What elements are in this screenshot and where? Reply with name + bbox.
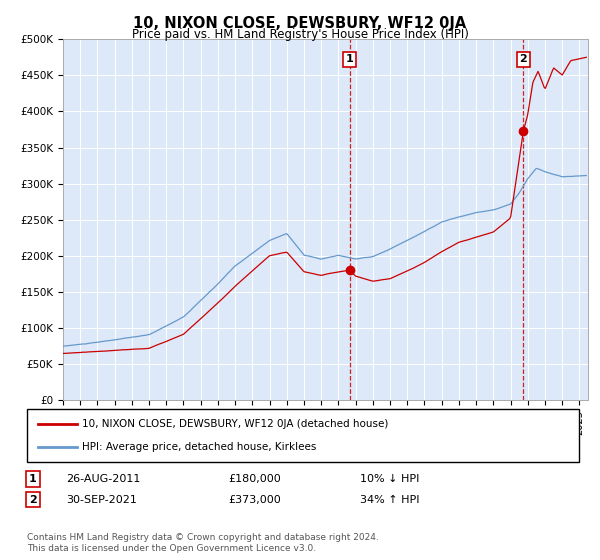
Text: 30-SEP-2021: 30-SEP-2021 — [66, 494, 137, 505]
Text: 26-AUG-2011: 26-AUG-2011 — [66, 474, 140, 484]
Text: 2: 2 — [520, 54, 527, 64]
Text: 1: 1 — [346, 54, 353, 64]
Text: 10% ↓ HPI: 10% ↓ HPI — [360, 474, 419, 484]
Text: 10, NIXON CLOSE, DEWSBURY, WF12 0JA: 10, NIXON CLOSE, DEWSBURY, WF12 0JA — [133, 16, 467, 31]
Text: £180,000: £180,000 — [228, 474, 281, 484]
Text: 2: 2 — [29, 494, 37, 505]
FancyBboxPatch shape — [27, 409, 579, 462]
Text: HPI: Average price, detached house, Kirklees: HPI: Average price, detached house, Kirk… — [82, 442, 317, 452]
Text: Contains HM Land Registry data © Crown copyright and database right 2024.
This d: Contains HM Land Registry data © Crown c… — [27, 533, 379, 553]
Text: £373,000: £373,000 — [228, 494, 281, 505]
Text: 10, NIXON CLOSE, DEWSBURY, WF12 0JA (detached house): 10, NIXON CLOSE, DEWSBURY, WF12 0JA (det… — [82, 419, 389, 429]
Text: Price paid vs. HM Land Registry's House Price Index (HPI): Price paid vs. HM Land Registry's House … — [131, 28, 469, 41]
Text: 1: 1 — [29, 474, 37, 484]
Text: 34% ↑ HPI: 34% ↑ HPI — [360, 494, 419, 505]
